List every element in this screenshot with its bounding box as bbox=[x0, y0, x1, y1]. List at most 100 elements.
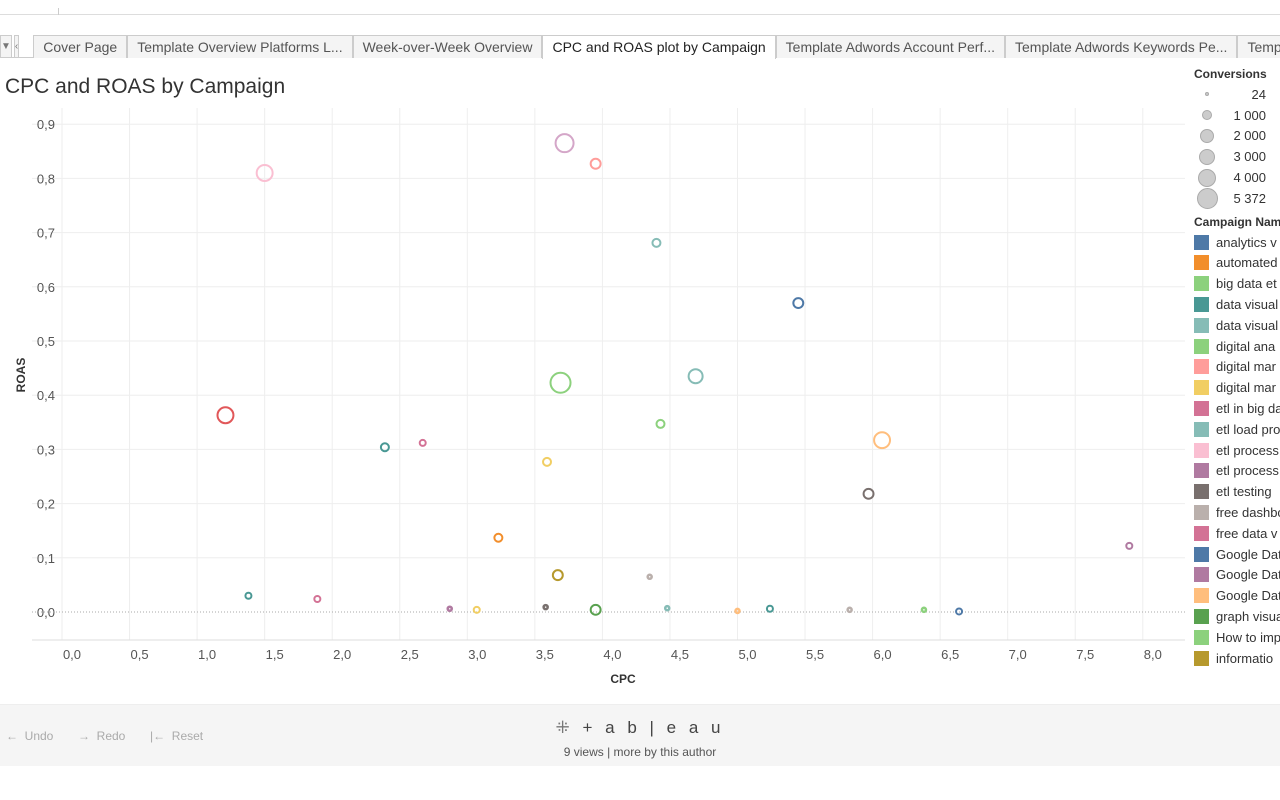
scatter-point[interactable] bbox=[765, 604, 774, 613]
campaign-legend-item[interactable]: data visual bbox=[1194, 294, 1280, 315]
size-legend-item: 1 000 bbox=[1194, 105, 1280, 126]
scatter-point[interactable] bbox=[862, 487, 875, 500]
sheet-tab[interactable]: Template Adwords Keywords Pe... bbox=[1005, 35, 1238, 58]
scatter-point[interactable] bbox=[955, 607, 964, 616]
scatter-point[interactable] bbox=[551, 569, 564, 582]
scatter-point[interactable] bbox=[255, 164, 274, 182]
size-circle-icon bbox=[1198, 168, 1216, 187]
size-legend-label: 4 000 bbox=[1233, 170, 1266, 186]
scatter-point[interactable] bbox=[216, 406, 235, 425]
reset-button[interactable]: |← Reset bbox=[150, 729, 203, 743]
redo-label: Redo bbox=[96, 729, 126, 743]
scatter-point[interactable] bbox=[663, 604, 671, 612]
campaign-legend-item[interactable]: informatio bbox=[1194, 648, 1280, 669]
campaign-legend-label: graph visua bbox=[1216, 609, 1280, 625]
scatter-point[interactable] bbox=[651, 237, 662, 248]
x-tick-label: 2,0 bbox=[333, 647, 351, 662]
sheet-tab[interactable]: Template Adwords Account Perf... bbox=[775, 35, 1006, 58]
sheet-tab[interactable]: Week-over-Week Overview bbox=[352, 35, 543, 58]
tab-scroll-left-icon[interactable]: ‹ bbox=[13, 35, 20, 57]
campaign-legend-item[interactable]: digital ana bbox=[1194, 336, 1280, 357]
campaign-legend-item[interactable]: big data et bbox=[1194, 273, 1280, 294]
scatter-point[interactable] bbox=[493, 532, 504, 543]
y-tick-label: 0,6 bbox=[37, 280, 55, 295]
campaign-legend-item[interactable]: graph visua bbox=[1194, 606, 1280, 627]
campaign-legend-item[interactable]: etl testing bbox=[1194, 481, 1280, 502]
campaign-legend-label: etl process bbox=[1216, 442, 1279, 458]
scatter-point[interactable] bbox=[920, 606, 928, 614]
x-tick-label: 7,0 bbox=[1009, 647, 1027, 662]
size-legend-item: 5 372 bbox=[1194, 187, 1280, 209]
sheet-tab[interactable]: Templa bbox=[1237, 35, 1280, 58]
scatter-point[interactable] bbox=[313, 594, 322, 603]
campaign-legend-item[interactable]: digital mar bbox=[1194, 377, 1280, 398]
sheet-tab[interactable]: CPC and ROAS plot by Campaign bbox=[542, 35, 776, 59]
scatter-point[interactable] bbox=[472, 605, 481, 614]
view-count[interactable]: 9 views | more by this author bbox=[563, 745, 717, 759]
color-swatch bbox=[1194, 588, 1209, 604]
color-swatch bbox=[1194, 401, 1209, 417]
color-swatch bbox=[1194, 297, 1209, 313]
campaign-legend-item[interactable]: etl process bbox=[1194, 440, 1280, 461]
redo-button[interactable]: → Redo bbox=[78, 729, 125, 743]
scatter-point[interactable] bbox=[589, 157, 602, 170]
campaign-legend-item[interactable]: etl process bbox=[1194, 461, 1280, 482]
campaign-legend-label: Google Dat bbox=[1216, 546, 1280, 562]
campaign-legend-label: digital mar bbox=[1216, 359, 1276, 375]
campaign-legend-item[interactable]: Google Dat bbox=[1194, 565, 1280, 586]
scatter-point[interactable] bbox=[687, 368, 704, 385]
size-legend-item: 2 000 bbox=[1194, 126, 1280, 147]
campaign-legend-item[interactable]: free dashbo bbox=[1194, 502, 1280, 523]
scatter-point[interactable] bbox=[873, 431, 892, 450]
campaign-legend-item[interactable]: data visual bbox=[1194, 315, 1280, 336]
scatter-point[interactable] bbox=[655, 418, 666, 429]
scatter-point[interactable] bbox=[846, 606, 853, 614]
tableau-cross-icon: ⁜ bbox=[555, 718, 583, 737]
scatter-point[interactable] bbox=[542, 456, 553, 467]
campaign-legend-label: free dashbo bbox=[1216, 505, 1280, 521]
color-swatch bbox=[1194, 317, 1209, 333]
scatter-point[interactable] bbox=[554, 133, 575, 154]
scatter-chart: 0,0 0,5 1,0 1,5 2,0 2,5 3,0 3,5 4,0 4,5 5,0 5,5 6,0 6… bbox=[14, 108, 1185, 686]
scatter-point[interactable] bbox=[589, 603, 602, 616]
campaign-legend-label: Google Dat bbox=[1216, 567, 1280, 583]
scatter-point[interactable] bbox=[1125, 541, 1134, 550]
campaign-legend-item[interactable]: Google Dat bbox=[1194, 585, 1280, 606]
campaign-legend-item[interactable]: Google Dat bbox=[1194, 544, 1280, 565]
size-legend-item: 24 bbox=[1194, 84, 1280, 105]
x-tick-label: 4,0 bbox=[603, 647, 621, 662]
scatter-point[interactable] bbox=[418, 438, 427, 447]
campaign-legend-item[interactable]: analytics v bbox=[1194, 232, 1280, 253]
campaign-legend-item[interactable]: free data v bbox=[1194, 523, 1280, 544]
campaign-legend-label: automated bbox=[1216, 255, 1278, 271]
campaign-legend-item[interactable]: digital mar bbox=[1194, 357, 1280, 378]
color-swatch bbox=[1194, 629, 1209, 645]
y-tick-label: 0,7 bbox=[37, 226, 55, 241]
scatter-point[interactable] bbox=[549, 371, 572, 394]
tab-menu-dropdown-icon[interactable]: ▼ bbox=[0, 35, 12, 57]
campaign-legend-item[interactable]: etl in big da bbox=[1194, 398, 1280, 419]
sheet-tab[interactable]: Template Overview Platforms L... bbox=[127, 35, 353, 58]
campaign-legend-item[interactable]: etl load pro bbox=[1194, 419, 1280, 440]
top-marker bbox=[58, 8, 59, 15]
campaign-legend-label: analytics v bbox=[1216, 234, 1277, 250]
size-legend-title: Conversions bbox=[1194, 67, 1267, 81]
scatter-point[interactable] bbox=[379, 442, 390, 453]
campaign-legend-item[interactable]: How to imp bbox=[1194, 627, 1280, 648]
scatter-point[interactable] bbox=[244, 591, 253, 600]
tableau-logo[interactable]: ⁜ + a b | e a u bbox=[0, 718, 1280, 738]
scatter-point[interactable] bbox=[446, 605, 454, 613]
x-tick-label: 0,5 bbox=[131, 647, 149, 662]
scatter-point[interactable] bbox=[734, 607, 741, 615]
size-circle-icon bbox=[1199, 148, 1215, 165]
scatter-point[interactable] bbox=[542, 603, 549, 611]
size-circle-icon bbox=[1200, 128, 1214, 143]
size-legend-label: 24 bbox=[1251, 86, 1266, 102]
scatter-point[interactable] bbox=[646, 573, 653, 581]
scatter-point[interactable] bbox=[792, 297, 805, 310]
undo-button[interactable]: ← Undo bbox=[6, 729, 53, 743]
sheet-tab[interactable]: Cover Page bbox=[33, 35, 128, 58]
footer-toolbar: ← Undo → Redo |← Reset ⁜ + a b | e a u 9… bbox=[0, 704, 1280, 766]
campaign-legend-item[interactable]: automated bbox=[1194, 253, 1280, 274]
color-swatch bbox=[1194, 525, 1209, 541]
